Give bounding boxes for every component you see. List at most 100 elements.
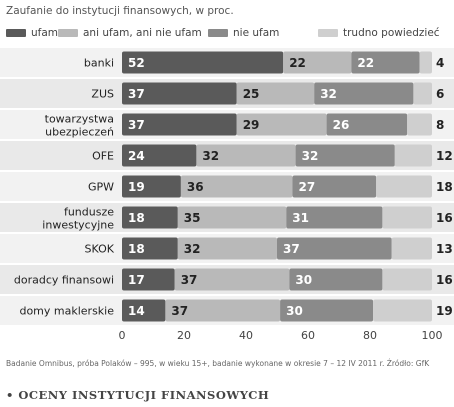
data-label: 31 — [292, 211, 309, 225]
bar-segment — [122, 51, 284, 74]
stacked-bar-chart: banki 52 22 22 4 ZUS 37 25 32 6 towarzystwa ubezpie… — [0, 48, 454, 342]
legend-swatch-1 — [58, 29, 78, 37]
bar-segment — [177, 206, 287, 229]
category-label: GPW — [88, 181, 114, 194]
data-label: 27 — [299, 180, 316, 194]
data-label: 30 — [295, 273, 312, 287]
data-label: 32 — [302, 149, 319, 163]
data-label: 37 — [128, 118, 145, 132]
bar-segment — [314, 82, 414, 105]
bar-segment — [277, 237, 392, 260]
data-label: 12 — [436, 149, 453, 163]
bar-segment — [122, 144, 197, 167]
data-label: 18 — [436, 180, 453, 194]
data-label: 37 — [128, 87, 145, 101]
data-label: 24 — [128, 149, 145, 163]
x-tick-label: 0 — [119, 329, 126, 342]
bar-segment — [382, 206, 432, 229]
legend-item-2: nie ufam — [208, 26, 279, 40]
data-label: 37 — [171, 304, 188, 318]
category-label: domy maklerskie — [19, 305, 114, 318]
legend-label-2: nie ufam — [233, 27, 280, 39]
data-label: 52 — [128, 56, 145, 70]
legend-item-0: ufam — [6, 26, 58, 40]
data-label: 26 — [333, 118, 350, 132]
bar-segment — [122, 206, 178, 229]
data-label: 25 — [243, 87, 260, 101]
data-label: 22 — [357, 56, 374, 70]
data-label: 17 — [128, 273, 145, 287]
chart-legend: ufam ani ufam, ani nie ufam nie ufam trudno… — [6, 26, 454, 40]
footer-title: • OCENY INSTYTUCJI FINANSOWYCH — [6, 388, 270, 402]
data-label: 32 — [320, 87, 337, 101]
bar-segment — [122, 175, 181, 198]
category-label: SKOK — [85, 243, 115, 256]
category-label: fundusze inwestycyjne — [42, 206, 114, 232]
bar-segment — [376, 175, 432, 198]
bar-segment — [382, 268, 432, 291]
legend-swatch-0 — [6, 29, 26, 37]
data-label: 14 — [128, 304, 145, 318]
x-tick-label: 100 — [422, 329, 443, 342]
data-label: 8 — [436, 118, 444, 132]
data-label: 6 — [436, 87, 444, 101]
bar-segment — [391, 237, 432, 260]
bar-segment — [289, 268, 383, 291]
data-label: 19 — [436, 304, 453, 318]
bar-segment — [286, 206, 383, 229]
bar-segment — [122, 82, 237, 105]
x-tick-label: 80 — [363, 329, 377, 342]
data-label: 16 — [436, 211, 453, 225]
data-label: 37 — [181, 273, 198, 287]
data-label: 32 — [184, 242, 201, 256]
data-label: 37 — [283, 242, 300, 256]
legend-label-1: ani ufam, ani nie ufam — [83, 27, 202, 39]
legend-label-0: ufam — [31, 27, 59, 39]
bar-segment — [180, 175, 293, 198]
bar-segment — [177, 237, 277, 260]
bar-segment — [122, 113, 237, 136]
bar-segment — [122, 268, 175, 291]
data-label: 32 — [202, 149, 219, 163]
legend-swatch-2 — [208, 29, 228, 37]
legend-item-1: ani ufam, ani nie ufam — [58, 26, 202, 40]
legend-swatch-3 — [318, 29, 338, 37]
data-label: 22 — [289, 56, 306, 70]
bar-segment — [236, 113, 327, 136]
data-label: 18 — [128, 242, 145, 256]
x-tick-label: 60 — [301, 329, 315, 342]
bar-segment — [419, 51, 432, 74]
source-note: Badanie Omnibus, próba Polaków – 995, w … — [6, 359, 430, 368]
data-label: 30 — [286, 304, 303, 318]
chart-title: Zaufanie do instytucji finansowych, w pr… — [6, 5, 234, 17]
data-label: 19 — [128, 180, 145, 194]
bar-segment — [280, 299, 374, 322]
data-label: 35 — [184, 211, 201, 225]
data-label: 36 — [187, 180, 204, 194]
x-tick-label: 20 — [177, 329, 191, 342]
bar-segment — [174, 268, 290, 291]
bar-segment — [236, 82, 315, 105]
category-label: banki — [84, 57, 114, 70]
bar-segment — [122, 299, 166, 322]
data-label: 29 — [243, 118, 260, 132]
bar-segment — [295, 144, 395, 167]
bar-segment — [394, 144, 432, 167]
data-label: 18 — [128, 211, 145, 225]
category-label: OFE — [92, 150, 114, 163]
bar-segment — [351, 51, 420, 74]
data-label: 16 — [436, 273, 453, 287]
category-label: doradcy finansowi — [14, 274, 114, 287]
bar-segment — [326, 113, 408, 136]
category-label: towarzystwa ubezpieczeń — [45, 113, 114, 139]
bar-segment — [413, 82, 432, 105]
data-label: 13 — [436, 242, 453, 256]
bar-segment — [122, 237, 178, 260]
bar-segment — [373, 299, 432, 322]
data-label: 4 — [436, 56, 444, 70]
legend-label-3: trudno powiedzieć — [343, 27, 440, 39]
category-label: ZUS — [91, 88, 114, 101]
bar-segment — [196, 144, 296, 167]
x-tick-label: 40 — [239, 329, 253, 342]
bar-segment — [407, 113, 432, 136]
